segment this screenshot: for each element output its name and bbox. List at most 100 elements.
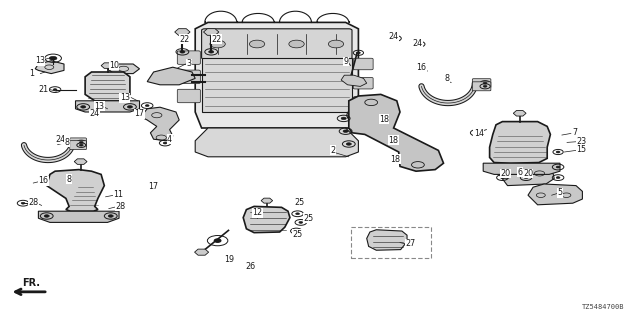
FancyBboxPatch shape xyxy=(472,79,491,88)
Text: 16: 16 xyxy=(416,63,426,72)
Text: 13: 13 xyxy=(120,93,130,102)
Text: 24: 24 xyxy=(56,135,66,144)
Text: 13: 13 xyxy=(35,56,45,65)
Text: 10: 10 xyxy=(109,61,119,70)
Text: 24: 24 xyxy=(388,32,399,41)
Circle shape xyxy=(108,215,113,217)
FancyBboxPatch shape xyxy=(177,70,200,84)
Circle shape xyxy=(180,51,185,53)
Circle shape xyxy=(296,213,300,215)
Polygon shape xyxy=(195,128,358,157)
Text: 17: 17 xyxy=(148,182,159,191)
Text: 11: 11 xyxy=(113,190,124,199)
Text: 25: 25 xyxy=(294,198,305,207)
Text: 5: 5 xyxy=(557,188,563,197)
Text: 19: 19 xyxy=(224,255,234,264)
Polygon shape xyxy=(513,110,526,116)
Text: 26: 26 xyxy=(246,262,256,271)
Text: 28: 28 xyxy=(28,198,38,207)
Circle shape xyxy=(44,215,49,217)
Polygon shape xyxy=(74,159,87,164)
Circle shape xyxy=(394,37,397,39)
Text: TZ5484700B: TZ5484700B xyxy=(582,304,624,310)
FancyBboxPatch shape xyxy=(353,77,373,89)
Polygon shape xyxy=(85,72,130,101)
Bar xyxy=(202,58,352,112)
Text: 8: 8 xyxy=(65,138,70,147)
Text: 20: 20 xyxy=(523,169,533,178)
Circle shape xyxy=(210,40,225,48)
Circle shape xyxy=(294,230,298,232)
Text: 13: 13 xyxy=(94,102,104,111)
Text: 2: 2 xyxy=(330,146,335,155)
Circle shape xyxy=(417,43,421,45)
Polygon shape xyxy=(498,163,554,186)
Text: 8: 8 xyxy=(444,74,449,83)
Circle shape xyxy=(250,40,265,48)
Text: 23: 23 xyxy=(576,137,586,146)
FancyBboxPatch shape xyxy=(177,89,200,103)
Polygon shape xyxy=(147,67,195,85)
Text: 27: 27 xyxy=(406,239,416,248)
Text: 21: 21 xyxy=(38,85,49,94)
Text: 9: 9 xyxy=(343,57,348,66)
Polygon shape xyxy=(367,230,407,250)
Polygon shape xyxy=(47,170,104,211)
Text: 25: 25 xyxy=(292,230,303,239)
Text: FR.: FR. xyxy=(22,278,40,288)
Polygon shape xyxy=(528,184,582,205)
Polygon shape xyxy=(204,29,219,35)
Polygon shape xyxy=(141,107,179,141)
Circle shape xyxy=(341,117,346,120)
Circle shape xyxy=(483,82,487,84)
FancyBboxPatch shape xyxy=(353,58,373,70)
Polygon shape xyxy=(195,22,358,128)
Text: 3: 3 xyxy=(186,60,191,68)
Polygon shape xyxy=(175,29,190,35)
Circle shape xyxy=(483,85,487,87)
Circle shape xyxy=(209,51,214,53)
Circle shape xyxy=(127,106,132,108)
Circle shape xyxy=(357,111,372,119)
Polygon shape xyxy=(195,249,209,255)
Text: 18: 18 xyxy=(388,136,399,145)
Text: 7: 7 xyxy=(572,128,577,137)
Polygon shape xyxy=(101,63,114,68)
Polygon shape xyxy=(35,61,64,74)
Text: 16: 16 xyxy=(38,176,49,185)
Circle shape xyxy=(343,130,348,132)
FancyBboxPatch shape xyxy=(177,51,200,64)
Circle shape xyxy=(53,89,57,91)
Text: 4: 4 xyxy=(167,135,172,144)
Text: 20: 20 xyxy=(500,169,511,178)
Text: 12: 12 xyxy=(252,208,262,217)
Circle shape xyxy=(289,40,304,48)
Circle shape xyxy=(79,144,83,146)
Circle shape xyxy=(79,141,83,143)
Polygon shape xyxy=(243,206,290,233)
Circle shape xyxy=(328,40,344,48)
Circle shape xyxy=(556,151,560,153)
Circle shape xyxy=(49,56,57,60)
Circle shape xyxy=(299,221,303,223)
Circle shape xyxy=(346,143,351,145)
Text: 15: 15 xyxy=(576,145,586,154)
Text: 18: 18 xyxy=(390,155,401,164)
Text: 8: 8 xyxy=(67,175,72,184)
Polygon shape xyxy=(341,75,367,86)
Text: 25: 25 xyxy=(303,214,314,223)
Bar xyxy=(351,227,431,258)
Polygon shape xyxy=(490,122,550,163)
Circle shape xyxy=(145,105,149,107)
FancyBboxPatch shape xyxy=(70,138,86,147)
Circle shape xyxy=(474,132,479,134)
Circle shape xyxy=(163,142,167,144)
Polygon shape xyxy=(76,101,140,112)
Text: 18: 18 xyxy=(379,115,389,124)
FancyBboxPatch shape xyxy=(202,29,352,59)
FancyBboxPatch shape xyxy=(353,97,373,108)
Polygon shape xyxy=(38,211,119,222)
FancyBboxPatch shape xyxy=(70,141,86,150)
Text: 22: 22 xyxy=(211,35,221,44)
Text: 6: 6 xyxy=(517,168,522,177)
